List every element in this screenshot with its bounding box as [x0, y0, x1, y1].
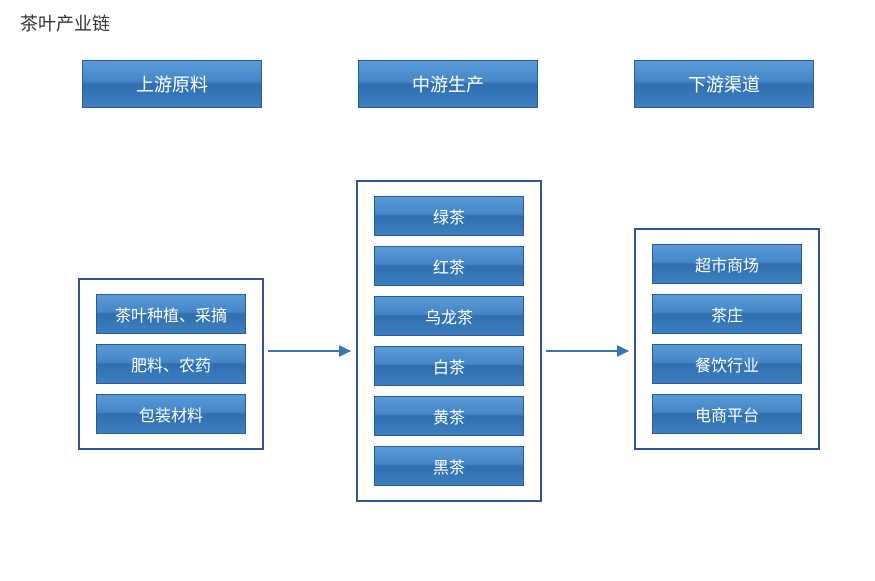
item-midstream-0-label: 绿茶: [433, 204, 465, 228]
item-midstream-4-label: 黄茶: [433, 404, 465, 428]
item-downstream-3: 电商平台: [652, 394, 802, 434]
arrow-upstream-to-midstream: [268, 350, 350, 352]
item-midstream-4: 黄茶: [374, 396, 524, 436]
header-downstream: 下游渠道: [634, 60, 814, 108]
item-midstream-3: 白茶: [374, 346, 524, 386]
item-midstream-3-label: 白茶: [433, 354, 465, 378]
group-downstream: 超市商场 茶庄 餐饮行业 电商平台: [634, 228, 820, 450]
arrow-midstream-to-downstream: [546, 350, 628, 352]
group-upstream: 茶叶种植、采摘 肥料、农药 包装材料: [78, 278, 264, 450]
item-downstream-3-label: 电商平台: [695, 402, 759, 426]
item-midstream-0: 绿茶: [374, 196, 524, 236]
page-title: 茶叶产业链: [20, 10, 110, 36]
item-upstream-1-label: 肥料、农药: [131, 352, 211, 376]
item-downstream-2: 餐饮行业: [652, 344, 802, 384]
item-midstream-2: 乌龙茶: [374, 296, 524, 336]
item-midstream-1: 红茶: [374, 246, 524, 286]
item-downstream-2-label: 餐饮行业: [695, 352, 759, 376]
item-upstream-1: 肥料、农药: [96, 344, 246, 384]
item-midstream-5-label: 黑茶: [433, 454, 465, 478]
item-upstream-2-label: 包装材料: [139, 402, 203, 426]
item-midstream-1-label: 红茶: [433, 254, 465, 278]
item-upstream-0: 茶叶种植、采摘: [96, 294, 246, 334]
item-downstream-1: 茶庄: [652, 294, 802, 334]
group-midstream: 绿茶 红茶 乌龙茶 白茶 黄茶 黑茶: [356, 180, 542, 502]
item-downstream-1-label: 茶庄: [711, 302, 743, 326]
header-midstream: 中游生产: [358, 60, 538, 108]
header-upstream-label: 上游原料: [136, 71, 208, 97]
item-midstream-5: 黑茶: [374, 446, 524, 486]
item-upstream-2: 包装材料: [96, 394, 246, 434]
item-downstream-0-label: 超市商场: [695, 252, 759, 276]
header-midstream-label: 中游生产: [412, 71, 484, 97]
item-upstream-0-label: 茶叶种植、采摘: [115, 302, 227, 326]
header-upstream: 上游原料: [82, 60, 262, 108]
item-downstream-0: 超市商场: [652, 244, 802, 284]
header-downstream-label: 下游渠道: [688, 71, 760, 97]
item-midstream-2-label: 乌龙茶: [425, 304, 473, 328]
